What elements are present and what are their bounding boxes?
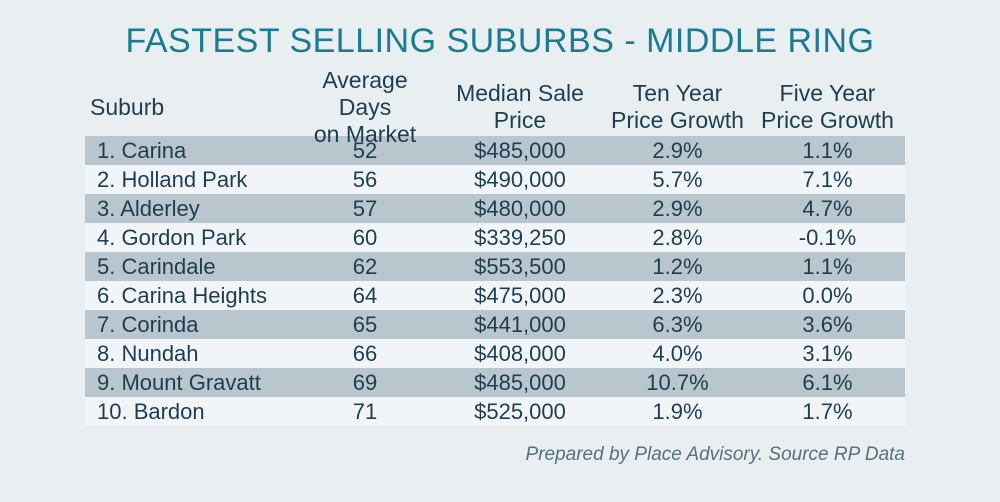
table-row: 1. Carina 52 $485,000 2.9% 1.1% [85,136,905,165]
five-year-growth-cell: -0.1% [798,225,857,250]
avg-days-cell: 71 [352,399,378,424]
median-price-cell: $553,500 [474,254,566,279]
table-body: 1. Carina 52 $485,000 2.9% 1.1% 2. Holland Pa… [85,136,905,426]
suburb-cell: 6. Carina Heights [97,283,267,308]
median-price-cell: $485,000 [474,138,566,163]
table-row: 6. Carina Heights 64 $475,000 2.3% 0.0% [85,281,905,310]
five-year-growth-cell: 3.1% [802,341,853,366]
suburb-cell: 4. Gordon Park [97,225,247,250]
avg-days-cell: 64 [352,283,378,308]
suburb-cell: 10. Bardon [97,399,205,424]
five-year-growth-cell: 0.0% [802,283,853,308]
suburb-cell: 7. Corinda [97,312,199,337]
suburb-cell: 1. Carina [97,138,187,163]
median-price-cell: $485,000 [474,370,566,395]
ten-year-growth-cell: 4.0% [652,341,703,366]
median-price-cell: $490,000 [474,167,566,192]
median-price-cell: $408,000 [474,341,566,366]
table-row: 2. Holland Park 56 $490,000 5.7% 7.1% [85,165,905,194]
avg-days-cell: 65 [352,312,378,337]
column-header-average-days: Average Days on Market [313,66,417,147]
five-year-growth-cell: 6.1% [802,370,853,395]
ten-year-growth-cell: 6.3% [652,312,703,337]
table-row: 7. Corinda 65 $441,000 6.3% 3.6% [85,310,905,339]
table-row: 3. Alderley 57 $480,000 2.9% 4.7% [85,194,905,223]
avg-days-cell: 57 [352,196,378,221]
avg-days-cell: 66 [352,341,378,366]
ten-year-growth-cell: 5.7% [652,167,703,192]
suburb-cell: 5. Carindale [97,254,216,279]
suburb-cell: 3. Alderley [97,196,200,221]
avg-days-cell: 56 [352,167,378,192]
five-year-growth-cell: 4.7% [802,196,853,221]
table-row: 10. Bardon 71 $525,000 1.9% 1.7% [85,397,905,426]
ten-year-growth-cell: 2.9% [652,196,703,221]
five-year-growth-cell: 3.6% [802,312,853,337]
column-header-median-sale-price: Median Sale Price [456,80,584,133]
table-header-row: Suburb Average Days on Market Median Sal… [85,67,905,147]
suburb-cell: 2. Holland Park [97,167,248,192]
page-title: FASTEST SELLING SUBURBS - MIDDLE RING [125,22,875,60]
five-year-growth-cell: 7.1% [802,167,853,192]
table-row: 4. Gordon Park 60 $339,250 2.8% -0.1% [85,223,905,252]
median-price-cell: $525,000 [474,399,566,424]
ten-year-growth-cell: 2.9% [652,138,703,163]
avg-days-cell: 62 [352,254,378,279]
suburb-cell: 8. Nundah [97,341,199,366]
suburbs-table: Suburb Average Days on Market Median Sal… [85,67,905,426]
ten-year-growth-cell: 1.2% [652,254,703,279]
table-row: 8. Nundah 66 $408,000 4.0% 3.1% [85,339,905,368]
ten-year-growth-cell: 2.8% [652,225,703,250]
column-header-five-year-growth: Five Year Price Growth [761,80,894,133]
ten-year-growth-cell: 10.7% [646,370,709,395]
five-year-growth-cell: 1.1% [802,254,853,279]
median-price-cell: $339,250 [474,225,566,250]
column-header-ten-year-growth: Ten Year Price Growth [611,80,744,133]
attribution-text: Prepared by Place Advisory. Source RP Da… [525,444,905,465]
suburb-cell: 9. Mount Gravatt [97,370,261,395]
avg-days-cell: 52 [352,138,378,163]
ten-year-growth-cell: 2.3% [652,283,703,308]
column-header-suburb: Suburb [90,93,165,120]
median-price-cell: $480,000 [474,196,566,221]
five-year-growth-cell: 1.7% [802,399,853,424]
ten-year-growth-cell: 1.9% [652,399,703,424]
five-year-growth-cell: 1.1% [802,138,853,163]
table-row: 9. Mount Gravatt 69 $485,000 10.7% 6.1% [85,368,905,397]
avg-days-cell: 60 [352,225,378,250]
median-price-cell: $475,000 [474,283,566,308]
avg-days-cell: 69 [352,370,378,395]
median-price-cell: $441,000 [474,312,566,337]
table-row: 5. Carindale 62 $553,500 1.2% 1.1% [85,252,905,281]
